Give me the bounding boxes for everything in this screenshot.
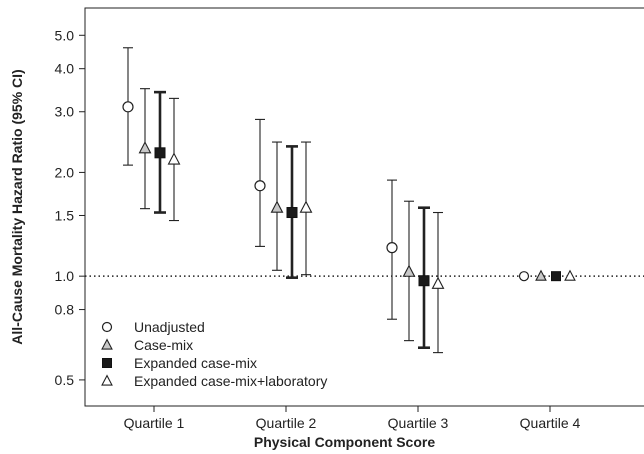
x-tick-label: Quartile 4 [520, 415, 581, 431]
data-point [402, 264, 416, 277]
data-point [551, 271, 561, 282]
x-axis-title: Physical Component Score [254, 434, 435, 450]
legend-marker [101, 321, 113, 333]
data-point [431, 276, 445, 289]
data-point [270, 200, 284, 213]
legend-marker [102, 358, 112, 368]
x-tick-label: Quartile 2 [256, 415, 317, 431]
legend: Unadjusted Case-mix Expanded case-mix Expan… [101, 319, 327, 389]
data-point [518, 271, 530, 282]
data-point [167, 152, 181, 165]
plot-frame [84, 7, 644, 407]
legend-marker [101, 338, 113, 350]
y-tick-label: 0.5 [55, 372, 75, 388]
legend-marker [101, 374, 113, 386]
y-axis-title: All-Cause Mortality Hazard Ratio (95% CI… [9, 69, 25, 344]
data-point [122, 101, 134, 113]
data-point [386, 242, 398, 254]
y-tick-label: 3.0 [55, 104, 75, 120]
y-tick-label: 1.5 [55, 207, 75, 223]
legend-label: Case-mix [134, 337, 193, 353]
data-point [564, 269, 576, 281]
y-tick-label: 2.0 [55, 164, 75, 180]
y-tick-label: 1.0 [55, 268, 75, 284]
data-point [138, 141, 152, 154]
data-point [154, 147, 166, 159]
y-tick-label: 0.8 [55, 302, 75, 318]
x-tick-label: Quartile 1 [124, 415, 185, 431]
data-point [418, 275, 430, 287]
data-point [286, 207, 298, 219]
legend-label: Unadjusted [134, 319, 205, 335]
legend-label: Expanded case-mix [134, 355, 257, 371]
y-tick-label: 4.0 [55, 61, 75, 77]
x-tick-label: Quartile 3 [388, 415, 449, 431]
legend-label: Expanded case-mix+laboratory [134, 373, 327, 389]
data-point [299, 200, 313, 213]
data-point [535, 269, 547, 281]
data-point [254, 180, 266, 192]
y-tick-label: 5.0 [55, 27, 75, 43]
